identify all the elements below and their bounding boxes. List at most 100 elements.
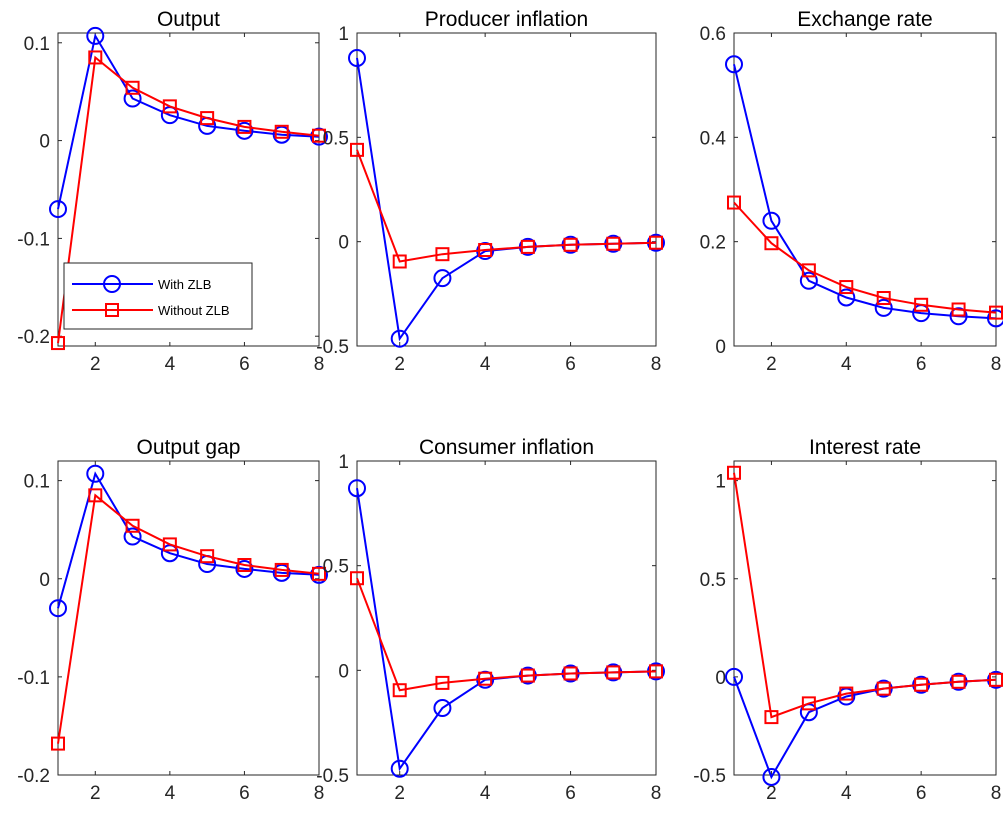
- output-gap-point-with-zlb: [86, 464, 105, 483]
- exchange-rate-line-without-zlb: [733, 201, 997, 314]
- legend: With ZLB Without ZLB: [63, 262, 253, 330]
- interest-rate-point-without-zlb: [914, 677, 929, 692]
- interest-rate-title: Interest rate: [809, 436, 921, 459]
- producer-inflation-point-without-zlb: [392, 254, 407, 269]
- consumer-inflation-axes-box: [356, 460, 657, 776]
- output-point-without-zlb: [312, 128, 326, 143]
- output-gap-series-with-zlb: [49, 464, 328, 618]
- output-point-without-zlb: [88, 50, 103, 65]
- output-point-without-zlb: [200, 111, 215, 126]
- interest-rate-xtick-label: 2: [766, 783, 777, 804]
- producer-inflation-ytick-label: 0: [338, 233, 349, 254]
- output-point-without-zlb: [125, 80, 140, 95]
- exchange-rate-point-with-zlb: [725, 55, 743, 74]
- consumer-inflation-ytick-label: -0.5: [316, 766, 349, 787]
- panel-output: Output 2 4 6 8 -0.2 -0.1 0 0.1: [17, 8, 328, 375]
- output-axes-box: [57, 32, 320, 347]
- exchange-rate-ytick-label: 0: [715, 337, 726, 358]
- consumer-inflation-point-without-zlb: [649, 664, 663, 679]
- producer-inflation-point-without-zlb: [520, 239, 535, 254]
- interest-rate-ytick-label: 0: [715, 668, 726, 689]
- exchange-rate-ytick-label: 0.6: [700, 24, 726, 45]
- producer-inflation-point-without-zlb: [606, 236, 621, 251]
- output-point-without-zlb: [162, 99, 177, 114]
- consumer-inflation-point-without-zlb: [520, 668, 535, 683]
- interest-rate-point-without-zlb: [876, 681, 891, 696]
- exchange-rate-point-without-zlb: [727, 195, 741, 210]
- exchange-rate-point-without-zlb: [801, 263, 816, 278]
- consumer-inflation-point-with-zlb: [390, 759, 409, 778]
- output-xtick-label: 8: [314, 354, 325, 375]
- output-gap-point-with-zlb: [235, 559, 254, 578]
- exchange-rate-point-with-zlb: [949, 307, 968, 326]
- output-gap-axes-box: [57, 460, 320, 776]
- output-line-with-zlb: [57, 33, 320, 210]
- consumer-inflation-point-with-zlb: [348, 479, 366, 498]
- output-xtick-label: 6: [239, 354, 250, 375]
- legend-label-with-zlb: With ZLB: [158, 277, 211, 292]
- producer-inflation-point-with-zlb: [390, 329, 409, 348]
- exchange-rate-point-without-zlb: [764, 236, 779, 251]
- interest-rate-point-without-zlb: [839, 686, 854, 701]
- producer-inflation-point-without-zlb: [478, 243, 493, 258]
- exchange-rate-point-with-zlb: [837, 288, 856, 307]
- interest-rate-point-without-zlb: [764, 710, 779, 725]
- producer-inflation-point-without-zlb: [649, 235, 663, 250]
- exchange-rate-xtick-label: 6: [916, 354, 927, 375]
- producer-inflation-xtick-label: 6: [565, 354, 576, 375]
- interest-rate-ytick-label: 0.5: [700, 570, 726, 591]
- output-gap-ytick-label: 0: [39, 570, 50, 591]
- output-gap-point-without-zlb: [51, 736, 65, 751]
- output-gap-xtick-label: 4: [165, 783, 176, 804]
- producer-inflation-point-without-zlb: [350, 142, 364, 157]
- consumer-inflation-line-without-zlb: [356, 577, 657, 692]
- producer-inflation-point-without-zlb: [435, 247, 450, 262]
- interest-rate-xtick-label: 4: [841, 783, 852, 804]
- producer-inflation-series-without-zlb: [350, 142, 663, 269]
- consumer-inflation-point-without-zlb: [392, 683, 407, 698]
- output-gap-line-with-zlb: [57, 471, 320, 609]
- output-gap-point-without-zlb: [88, 488, 103, 503]
- panel-exchange-rate: Exchange rate 2 4 6 8 0 0.2 0.4 0.6: [700, 8, 1003, 375]
- consumer-inflation-xtick-label: 8: [651, 783, 662, 804]
- output-xtick-label: 2: [90, 354, 101, 375]
- interest-rate-point-with-zlb: [725, 667, 743, 686]
- consumer-inflation-ytick-label: 0: [338, 661, 349, 682]
- producer-inflation-xtick-label: 8: [651, 354, 662, 375]
- consumer-inflation-point-with-zlb: [433, 699, 452, 718]
- consumer-inflation-ytick-label: 0.5: [323, 557, 349, 578]
- consumer-inflation-ytick-label: 1: [338, 452, 349, 473]
- producer-inflation-xtick-label: 2: [394, 354, 405, 375]
- panel-interest-rate: Interest rate 2 4 6 8 -0.5 0 0.5 1: [693, 436, 1003, 804]
- output-point-without-zlb: [51, 336, 65, 351]
- producer-inflation-point-without-zlb: [563, 237, 578, 252]
- output-gap-point-without-zlb: [237, 558, 252, 573]
- panel-output-gap: Output gap 2 4 6 8 -0.2 -0.1 0 0.1: [17, 436, 328, 804]
- output-point-with-zlb: [235, 121, 254, 140]
- output-gap-point-with-zlb: [123, 527, 142, 546]
- output-gap-ytick-label: -0.1: [17, 668, 50, 689]
- output-point-without-zlb: [237, 119, 252, 134]
- interest-rate-ytick-label: 1: [715, 472, 726, 493]
- output-series-with-zlb: [49, 26, 328, 219]
- consumer-inflation-xtick-label: 6: [565, 783, 576, 804]
- output-ytick-label: 0: [39, 132, 50, 153]
- exchange-rate-point-with-zlb: [987, 309, 1003, 328]
- output-series-without-zlb: [51, 50, 326, 351]
- producer-inflation-title: Producer inflation: [425, 8, 588, 31]
- exchange-rate-ytick-label: 0.2: [700, 233, 726, 254]
- output-gap-title: Output gap: [137, 436, 241, 459]
- exchange-rate-point-without-zlb: [876, 291, 891, 306]
- producer-inflation-line-with-zlb: [356, 57, 657, 342]
- exchange-rate-point-without-zlb: [914, 297, 929, 312]
- output-point-with-zlb: [123, 89, 142, 108]
- interest-rate-axes-box: [733, 460, 997, 776]
- consumer-inflation-series-without-zlb: [350, 571, 663, 698]
- legend-marker-without-zlb: [105, 303, 119, 317]
- output-gap-line-without-zlb: [57, 493, 320, 744]
- output-ytick-label: 0.1: [24, 34, 50, 55]
- output-point-with-zlb: [86, 26, 105, 45]
- output-title: Output: [157, 8, 220, 31]
- producer-inflation-ytick-label: -0.5: [316, 337, 349, 358]
